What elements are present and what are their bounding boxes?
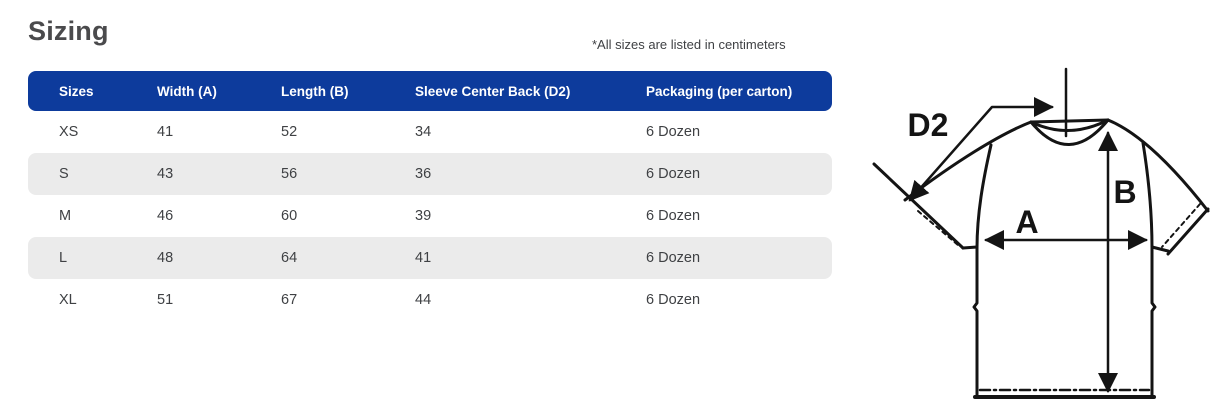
value-cell: 6 Dozen	[646, 250, 701, 266]
value-cell: 6 Dozen	[646, 292, 701, 308]
value-cell: 52	[281, 124, 298, 140]
left-cuff-edge	[872, 162, 965, 250]
size-cell: XS	[59, 124, 79, 140]
value-cell: 6 Dozen	[646, 124, 701, 140]
table-row: S 43 56 36 6 Dozen	[28, 153, 832, 195]
page-title: Sizing	[28, 16, 109, 46]
value-cell: 44	[415, 292, 432, 308]
left-body-edge	[972, 143, 993, 398]
value-cell: 46	[157, 208, 174, 224]
label-b: B	[1113, 174, 1136, 210]
units-note: *All sizes are listed in centimeters	[592, 37, 786, 52]
value-cell: 51	[157, 292, 174, 308]
label-d2: D2	[908, 107, 949, 143]
right-cuff-edge	[1166, 207, 1210, 256]
left-cuff-stitch	[917, 210, 959, 246]
value-cell: 34	[415, 124, 432, 140]
column-header-sleeve-center-back: Sleeve Center Back (D2)	[415, 83, 571, 99]
table-row: XL 51 67 44 6 Dozen	[28, 279, 832, 321]
value-cell: 6 Dozen	[646, 166, 701, 182]
right-body-edge	[1141, 141, 1157, 398]
right-sleeve-underside	[1150, 245, 1170, 253]
column-header-length: Length (B)	[281, 83, 349, 99]
column-header-width: Width (A)	[157, 83, 217, 99]
value-cell: 41	[157, 124, 174, 140]
column-header-sizes: Sizes	[59, 83, 94, 99]
value-cell: 48	[157, 250, 174, 266]
value-cell: 56	[281, 166, 298, 182]
size-cell: M	[59, 208, 72, 224]
table-row: L 48 64 41 6 Dozen	[28, 237, 832, 279]
table-body: XS 41 52 34 6 Dozen S 43 56 36 6 Dozen M 46 60 39 6 Do…	[28, 111, 832, 321]
value-cell: 36	[415, 166, 432, 182]
size-cell: XL	[59, 292, 77, 308]
sizing-table: Sizes Width (A) Length (B) Sleeve Center…	[28, 71, 832, 321]
size-cell: L	[59, 250, 68, 266]
column-header-packaging: Packaging (per carton)	[646, 83, 793, 99]
table-row: XS 41 52 34 6 Dozen	[28, 111, 832, 153]
right-shoulder-edge	[1106, 118, 1210, 213]
table-row: M 46 60 39 6 Dozen	[28, 195, 832, 237]
left-sleeve-underside	[961, 245, 979, 250]
value-cell: 60	[281, 208, 298, 224]
value-cell: 39	[415, 208, 432, 224]
value-cell: 67	[281, 292, 298, 308]
value-cell: 6 Dozen	[646, 208, 701, 224]
value-cell: 41	[415, 250, 432, 266]
collar-top-edge	[1029, 118, 1110, 124]
value-cell: 64	[281, 250, 298, 266]
label-a: A	[1015, 204, 1038, 240]
right-cuff-stitch	[1161, 203, 1201, 248]
sleeve-center-back-arrow	[908, 97, 1054, 202]
size-cell: S	[59, 166, 69, 182]
table-header: Sizes Width (A) Length (B) Sleeve Center…	[28, 71, 832, 111]
value-cell: 43	[157, 166, 174, 182]
